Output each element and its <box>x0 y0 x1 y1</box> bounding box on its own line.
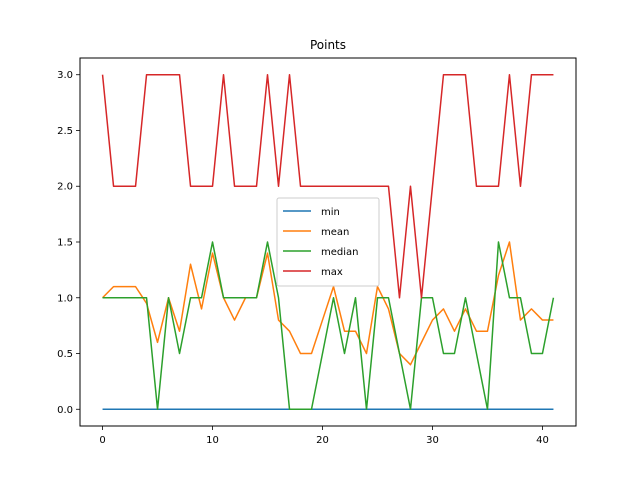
legend-label-median: median <box>321 247 359 258</box>
y-tick-label: 1.0 <box>57 293 73 304</box>
series-line-mean <box>102 241 554 366</box>
legend: min mean median max <box>276 197 380 287</box>
chart-title: Points <box>310 38 346 52</box>
y-tick-label: 0.0 <box>57 405 73 416</box>
x-tick-label: 20 <box>316 435 329 446</box>
series-line-median <box>102 241 555 411</box>
series-line-max <box>101 73 554 299</box>
legend-label-max: max <box>321 267 343 278</box>
x-tick-label: 10 <box>206 435 219 446</box>
x-tick-label: 0 <box>99 435 105 446</box>
x-tick-label: 30 <box>426 435 439 446</box>
y-axis: 0.0 0.5 1.0 1.5 2.0 2.5 3.0 <box>57 70 80 416</box>
y-tick-label: 0.5 <box>57 349 73 360</box>
legend-label-min: min <box>321 207 340 218</box>
y-tick-label: 1.5 <box>57 238 73 249</box>
x-axis: 0 10 20 30 40 <box>99 426 549 446</box>
legend-box <box>276 197 380 287</box>
legend-label-mean: mean <box>321 227 349 238</box>
y-tick-label: 2.5 <box>57 126 73 137</box>
plot-frame <box>79 57 577 427</box>
x-tick-label: 40 <box>536 435 549 446</box>
y-tick-label: 3.0 <box>57 70 73 81</box>
y-tick-label: 2.0 <box>57 182 73 193</box>
series-lines <box>101 73 555 411</box>
